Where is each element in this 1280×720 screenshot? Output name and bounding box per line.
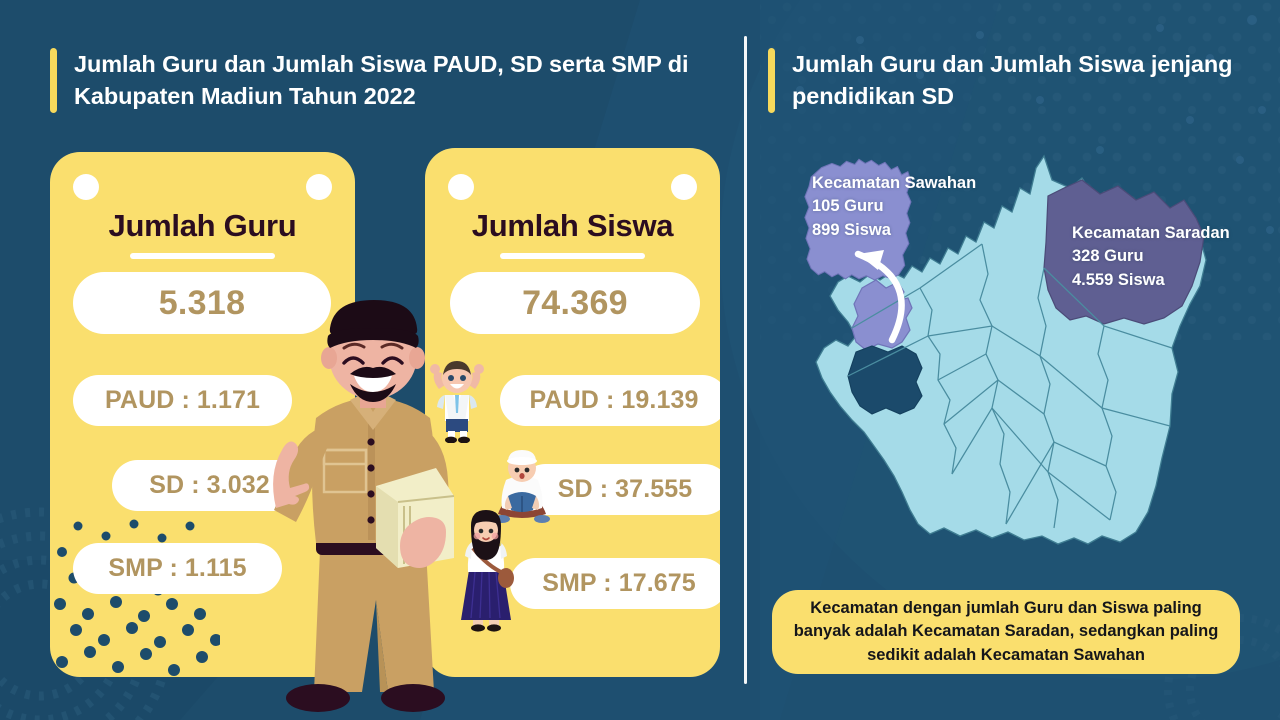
card-punch-hole-right — [306, 174, 332, 200]
student-paud-illustration — [430, 361, 484, 443]
sawahan-name: Kecamatan Sawahan — [812, 174, 977, 192]
card-guru-header: Jumlah Guru — [50, 208, 355, 259]
left-panel-title: Jumlah Guru dan Jumlah Siswa PAUD, SD se… — [50, 48, 710, 113]
title-accent-bar — [768, 48, 775, 113]
guru-paud-row: PAUD : 1.171 — [73, 375, 292, 426]
saradan-siswa: 4.559 Siswa — [1072, 270, 1165, 289]
card-guru-title: Jumlah Guru — [108, 208, 297, 243]
summary-note-text: Kecamatan dengan jumlah Guru dan Siswa p… — [793, 598, 1219, 664]
card-divider-rule — [500, 253, 645, 259]
card-punch-hole-right — [671, 174, 697, 200]
student-smp-illustration — [461, 510, 514, 632]
summary-note-box: Kecamatan dengan jumlah Guru dan Siswa p… — [772, 590, 1240, 674]
madiun-regency-map — [804, 154, 1207, 545]
siswa-paud-row: PAUD : 19.139 — [500, 375, 720, 426]
panel-divider — [744, 36, 747, 684]
siswa-total-value: 74.369 — [450, 272, 700, 334]
card-divider-rule — [130, 253, 275, 259]
card-jumlah-guru: Jumlah Guru 5.318 PAUD : 1.171 SD : 3.03… — [50, 152, 355, 677]
sawahan-guru: 105 Guru — [812, 197, 884, 216]
student-sd-illustration — [494, 450, 550, 523]
saradan-guru: 328 Guru — [1072, 247, 1144, 266]
teacher-illustration — [273, 300, 455, 712]
guru-smp-row: SMP : 1.115 — [73, 543, 282, 594]
siswa-smp-row: SMP : 17.675 — [510, 558, 720, 609]
map-label-saradan: Kecamatan Saradan 328 Guru 4.559 Siswa — [1072, 222, 1230, 292]
siswa-sd-row: SD : 37.555 — [520, 464, 720, 515]
map-label-sawahan: Kecamatan Sawahan 105 Guru 899 Siswa — [812, 172, 976, 242]
saradan-name: Kecamatan Saradan — [1072, 224, 1230, 242]
sawahan-siswa: 899 Siswa — [812, 220, 891, 239]
right-title-text: Jumlah Guru dan Jumlah Siswa jenjang pen… — [792, 51, 1233, 110]
title-accent-bar — [50, 48, 57, 113]
guru-total-value: 5.318 — [73, 272, 331, 334]
card-punch-hole-left — [448, 174, 474, 200]
right-panel-title: Jumlah Guru dan Jumlah Siswa jenjang pen… — [768, 48, 1238, 113]
card-punch-hole-left — [73, 174, 99, 200]
card-siswa-title: Jumlah Siswa — [471, 208, 674, 243]
left-title-text: Jumlah Guru dan Jumlah Siswa PAUD, SD se… — [74, 51, 689, 110]
card-siswa-header: Jumlah Siswa — [425, 208, 720, 259]
